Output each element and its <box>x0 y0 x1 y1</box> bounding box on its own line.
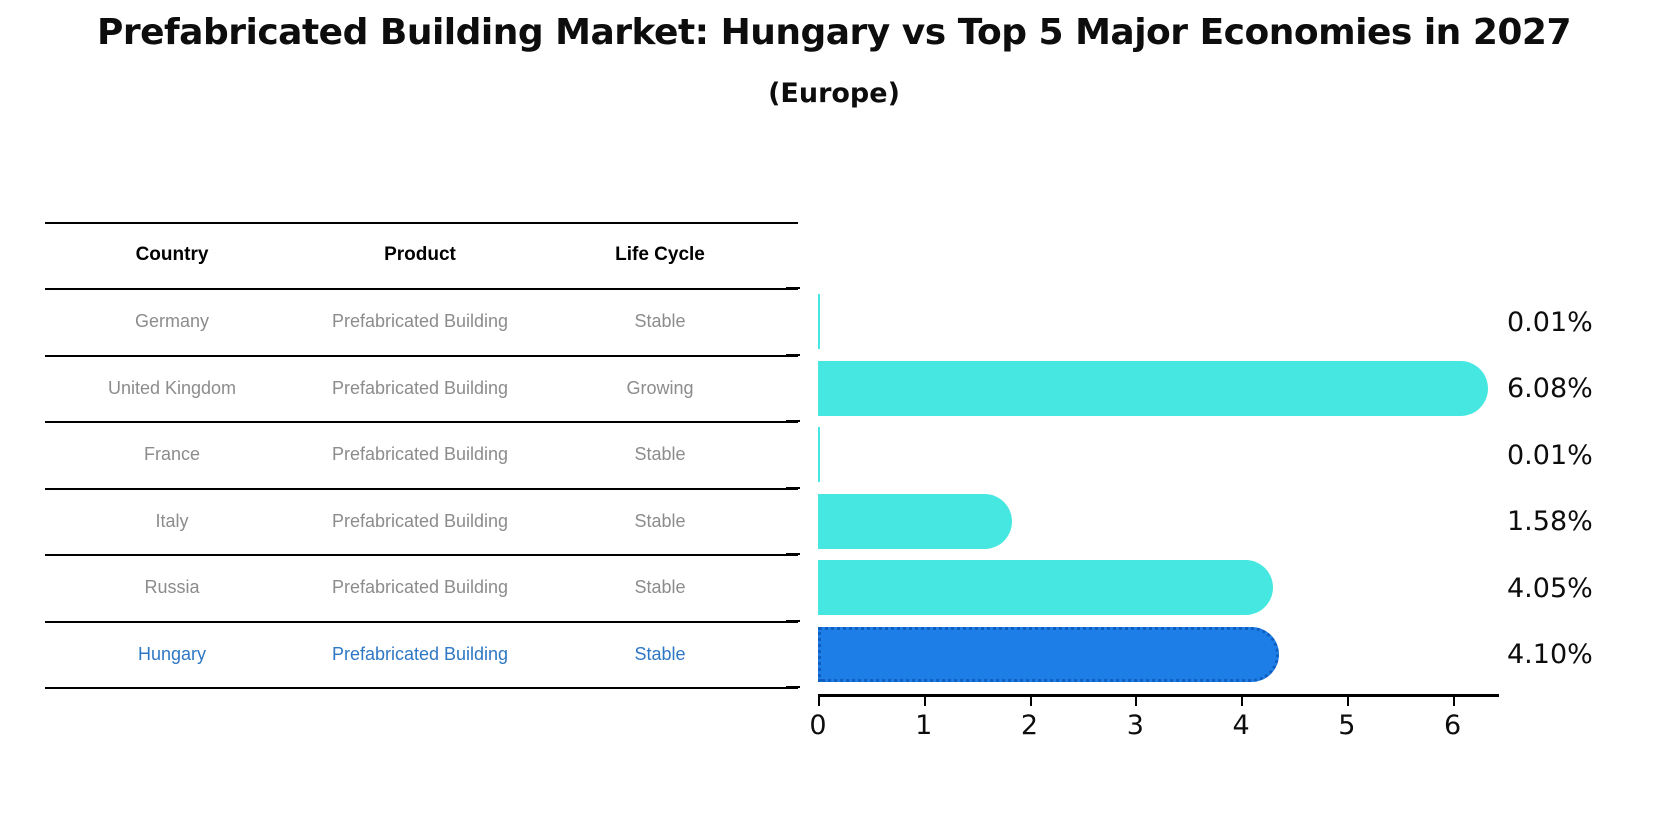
x-tick-label: 2 <box>1020 710 1039 741</box>
bar-row-italy <box>818 488 1497 555</box>
y-tick <box>786 553 800 555</box>
x-tick <box>1241 697 1244 706</box>
cell-country: Russia <box>144 577 200 597</box>
bar-italy <box>818 493 1013 549</box>
cell-product: Prefabricated Building <box>331 311 509 331</box>
bar-row-hungary <box>818 621 1497 688</box>
x-tick-label: 1 <box>915 710 933 741</box>
cell-product: Prefabricated Building <box>331 444 509 464</box>
cell-life-cycle: Growing <box>626 378 694 398</box>
bar-row-france <box>818 421 1497 488</box>
x-tick <box>1029 697 1032 706</box>
x-tick <box>1346 697 1349 706</box>
y-tick <box>786 619 800 622</box>
value-label-france: 0.01% <box>1507 440 1593 471</box>
column-header-life-cycle: Life Cycle <box>615 244 705 265</box>
x-tick-label: 3 <box>1126 710 1144 741</box>
column-header-product: Product <box>384 244 456 265</box>
bar-row-germany <box>818 288 1497 355</box>
cell-life-cycle: Stable <box>634 644 686 664</box>
bar-hungary <box>818 626 1279 682</box>
value-label-germany: 0.01% <box>1507 307 1593 338</box>
cell-product: Prefabricated Building <box>331 378 509 398</box>
bar-germany <box>818 294 820 349</box>
table-divider <box>45 687 798 689</box>
x-tick-label: 5 <box>1338 710 1356 741</box>
value-label-italy: 1.58% <box>1507 506 1593 537</box>
x-tick <box>818 697 820 706</box>
table-divider <box>45 620 798 623</box>
cell-product: Prefabricated Building <box>331 577 509 597</box>
bar-row-russia <box>818 554 1497 621</box>
bar-row-united-kingdom <box>818 355 1497 422</box>
cell-country: France <box>143 444 201 464</box>
chart-subtitle: (Europe) <box>768 78 900 109</box>
cell-country: Hungary <box>137 644 207 664</box>
bar-united-kingdom <box>818 360 1489 416</box>
cell-product: Prefabricated Building <box>331 511 509 531</box>
y-tick <box>786 287 800 289</box>
bar-france <box>818 427 820 482</box>
cell-country: United Kingdom <box>107 378 237 398</box>
x-tick-label: 4 <box>1232 710 1250 741</box>
value-label-hungary: 4.10% <box>1507 639 1593 670</box>
bar-russia <box>818 560 1274 615</box>
value-label-united-kingdom: 6.08% <box>1507 373 1593 404</box>
cell-country: Germany <box>134 311 210 331</box>
table-divider <box>45 354 798 357</box>
table-divider <box>45 421 798 423</box>
x-tick-label: 6 <box>1443 710 1462 741</box>
cell-country: Italy <box>155 511 189 531</box>
table-divider <box>45 554 798 556</box>
value-label-russia: 4.05% <box>1507 573 1593 604</box>
x-axis-line <box>818 694 1499 697</box>
cell-product: Prefabricated Building <box>331 644 509 664</box>
y-tick <box>786 420 800 422</box>
cell-life-cycle: Stable <box>634 511 686 531</box>
x-tick <box>1452 697 1455 706</box>
table-divider <box>45 288 798 290</box>
x-tick-label: 0 <box>809 710 827 741</box>
table-divider <box>45 487 798 490</box>
cell-life-cycle: Stable <box>634 444 686 464</box>
cell-life-cycle: Stable <box>634 577 686 597</box>
column-header-country: Country <box>135 244 209 265</box>
x-tick <box>923 697 926 706</box>
x-tick <box>1135 697 1138 706</box>
chart-title: Prefabricated Building Market: Hungary v… <box>96 12 1572 53</box>
y-tick <box>786 353 800 356</box>
table-divider <box>45 222 798 224</box>
cell-life-cycle: Stable <box>634 311 686 331</box>
y-tick <box>786 486 800 489</box>
y-tick <box>786 686 800 688</box>
